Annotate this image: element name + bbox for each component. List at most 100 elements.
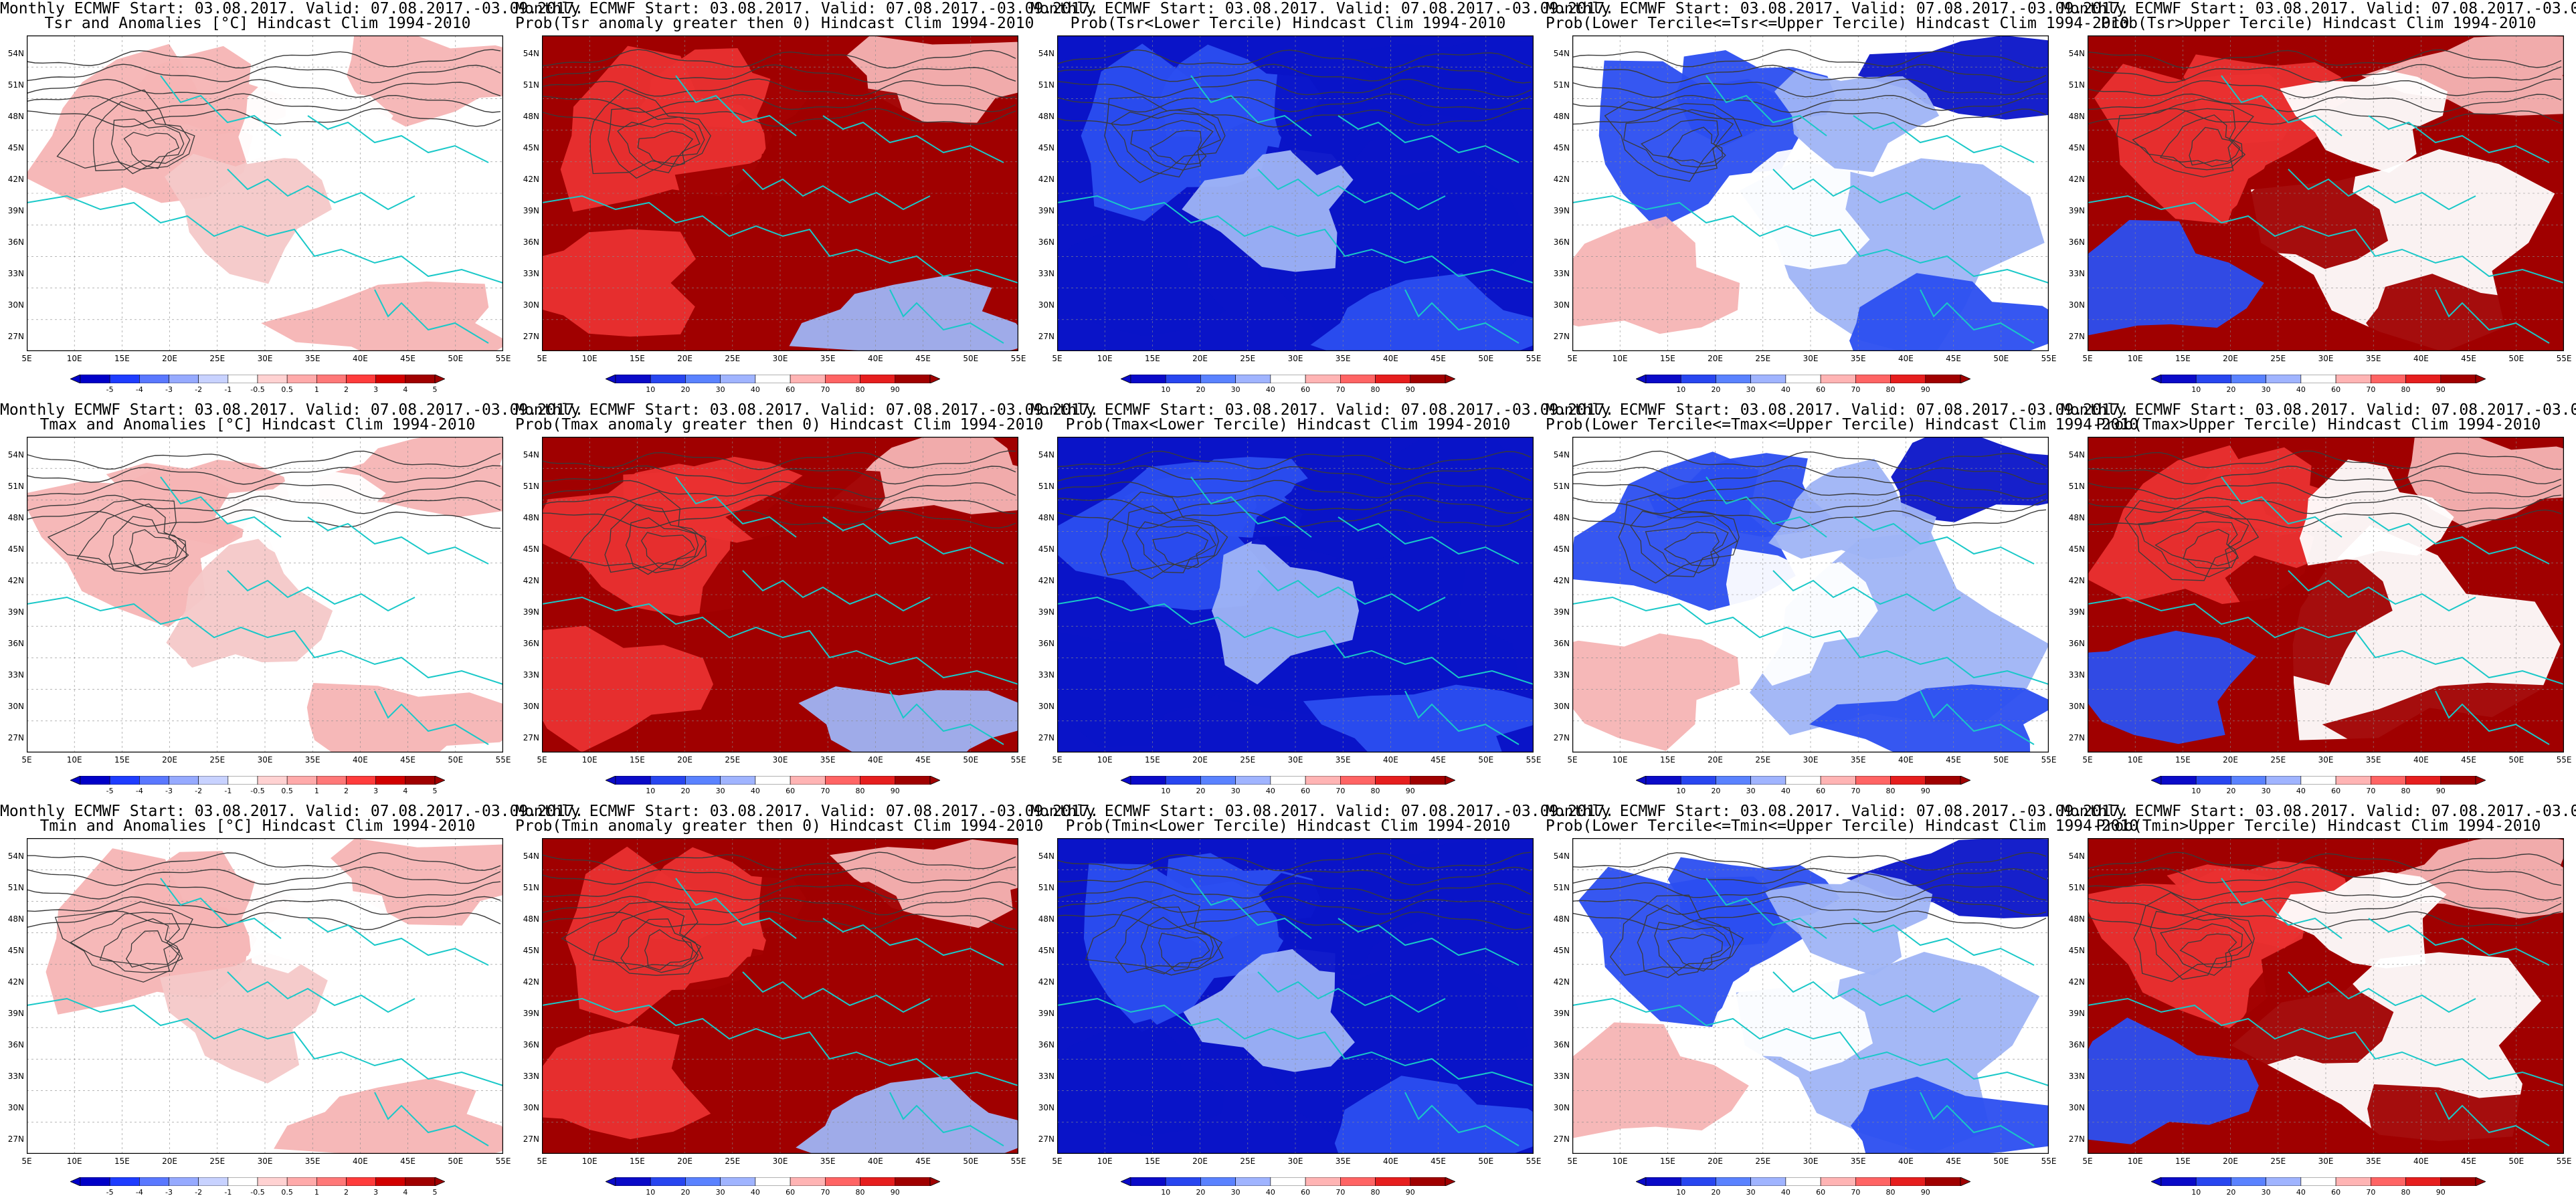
anomaly-region <box>1367 437 1534 518</box>
color-bar <box>2151 375 2486 383</box>
latitude-label: 30N <box>7 300 24 310</box>
color-bar-tick-label: -1 <box>224 787 232 795</box>
color-bar-tick-label: 80 <box>1370 787 1380 795</box>
isotherm-contour <box>70 912 181 973</box>
anomaly-region <box>2366 274 2564 351</box>
longitude-label: 45E <box>1431 354 1447 363</box>
isotherm-contour <box>542 910 1016 930</box>
color-bar-tick-label: 10 <box>2191 385 2201 394</box>
anomaly-region <box>542 229 696 337</box>
longitude-label: 50E <box>1993 354 2009 363</box>
latitude-label: 33N <box>2068 269 2085 278</box>
longitude-label: 5E <box>21 354 32 363</box>
longitude-label: 20E <box>2223 1157 2239 1166</box>
longitude-label: 30E <box>1287 1157 1303 1166</box>
isotherm-contour <box>561 901 699 976</box>
longitude-label: 10E <box>2127 354 2143 363</box>
latitude-label: 39N <box>7 206 24 215</box>
longitude-label: 15E <box>114 354 130 363</box>
coastline <box>2368 516 2550 565</box>
latitude-label: 51N <box>523 482 539 491</box>
longitude-label: 5E <box>537 755 547 765</box>
map-area <box>27 838 503 1154</box>
isotherm-contour <box>27 49 501 69</box>
longitude-label: 5E <box>1567 755 1578 765</box>
isotherm-contour <box>2183 528 2239 567</box>
coastline <box>889 289 1004 344</box>
color-bar-tick-label: 90 <box>1920 787 1930 795</box>
color-bar-tick-label: 3 <box>373 1188 379 1197</box>
color-bar-tick-label: 60 <box>2331 1188 2341 1197</box>
longitude-label: 45E <box>1946 755 1962 765</box>
color-bar-tick-label: 60 <box>1301 1188 1311 1197</box>
isotherm-contour <box>2088 851 2562 872</box>
longitude-label: 35E <box>820 354 836 363</box>
longitude-label: 10E <box>66 755 82 765</box>
panel-title-line1: Monthly ECMWF Start: 03.08.2017. Valid: … <box>1030 0 1615 17</box>
isotherm-contour <box>1057 896 1532 916</box>
longitude-label: 35E <box>2365 1157 2381 1166</box>
longitude-label: 35E <box>1335 354 1351 363</box>
panel-title-line2: Tsr and Anomalies [°C] Hindcast Clim 199… <box>44 15 471 32</box>
isotherm-contour <box>1572 494 2047 514</box>
anomaly-region <box>1891 437 2049 522</box>
latitude-label: 54N <box>523 450 539 460</box>
color-bar-tick-label: 40 <box>1265 385 1275 394</box>
longitude-label: 5E <box>2082 755 2093 765</box>
longitude-label: 10E <box>2127 755 2143 765</box>
isotherm-contour <box>27 851 501 872</box>
color-bar-tick-label: 2 <box>344 787 349 795</box>
longitude-label: 20E <box>677 755 693 765</box>
map-area <box>1572 838 2049 1154</box>
color-bar <box>70 375 445 383</box>
isotherm-contour <box>620 918 702 971</box>
map-panel: Monthly ECMWF Start: 03.08.2017. Valid: … <box>1546 0 2129 401</box>
coastline <box>27 997 503 1086</box>
isotherm-contour <box>1057 93 1532 113</box>
color-bar-tick-label: 40 <box>1780 385 1790 394</box>
latitude-label: 39N <box>1553 1009 1570 1018</box>
longitude-label: 45E <box>1946 1157 1962 1166</box>
isotherm-contour <box>1057 881 1532 901</box>
longitude-label: 20E <box>1708 354 1724 363</box>
coastline <box>1572 997 2049 1086</box>
color-bar-tick-label: 5 <box>432 1188 438 1197</box>
latitude-label: 45N <box>1553 946 1570 955</box>
isotherm-contour <box>1057 78 1532 98</box>
color-bar-tick-label: 10 <box>1676 1188 1686 1197</box>
color-bar-tick-label: 60 <box>786 787 796 795</box>
color-bar-tick-label: 20 <box>2226 385 2236 394</box>
latitude-label: 42N <box>2068 576 2085 585</box>
map-field <box>27 437 503 752</box>
latitude-label: 45N <box>2068 946 2085 955</box>
longitude-label: 50E <box>2508 755 2524 765</box>
panel-title-line2: Prob(Tsr<Lower Tercile) Hindcast Clim 19… <box>1070 15 1506 32</box>
latitude-label: 51N <box>1038 80 1054 90</box>
longitude-label: 40E <box>867 1157 883 1166</box>
longitude-label: 30E <box>2318 1157 2334 1166</box>
isotherm-contour <box>542 450 1016 470</box>
color-bar-tick-label: 40 <box>2296 1188 2306 1197</box>
latitude-label: 30N <box>1553 1103 1570 1112</box>
color-bar-tick-label: 80 <box>855 385 865 394</box>
color-bar-tick-label: 20 <box>1711 787 1721 795</box>
coastline <box>742 169 931 211</box>
longitude-label: 15E <box>2175 354 2191 363</box>
color-bar-tick-label: 40 <box>750 385 760 394</box>
isotherm-contour <box>542 881 1016 901</box>
latitude-label: 54N <box>523 49 539 58</box>
color-bar-tick-label: 90 <box>890 385 900 394</box>
color-bar-tick-label: 20 <box>1711 385 1721 394</box>
isotherm-contour <box>1100 491 1228 576</box>
color-bar-tick-label: 30 <box>1746 787 1756 795</box>
anomaly-region <box>2225 555 2393 686</box>
latitude-label: 51N <box>2068 482 2085 491</box>
coastline <box>889 690 1004 745</box>
map-field <box>27 35 503 351</box>
anomaly-region <box>1849 273 2049 351</box>
latitude-label: 33N <box>7 269 24 278</box>
panel-title-line2: Prob(Tmax<Lower Tercile) Hindcast Clim 1… <box>1065 416 1511 433</box>
coastline <box>1190 878 1312 939</box>
longitude-label: 30E <box>257 755 273 765</box>
latitude-label: 51N <box>7 482 24 491</box>
